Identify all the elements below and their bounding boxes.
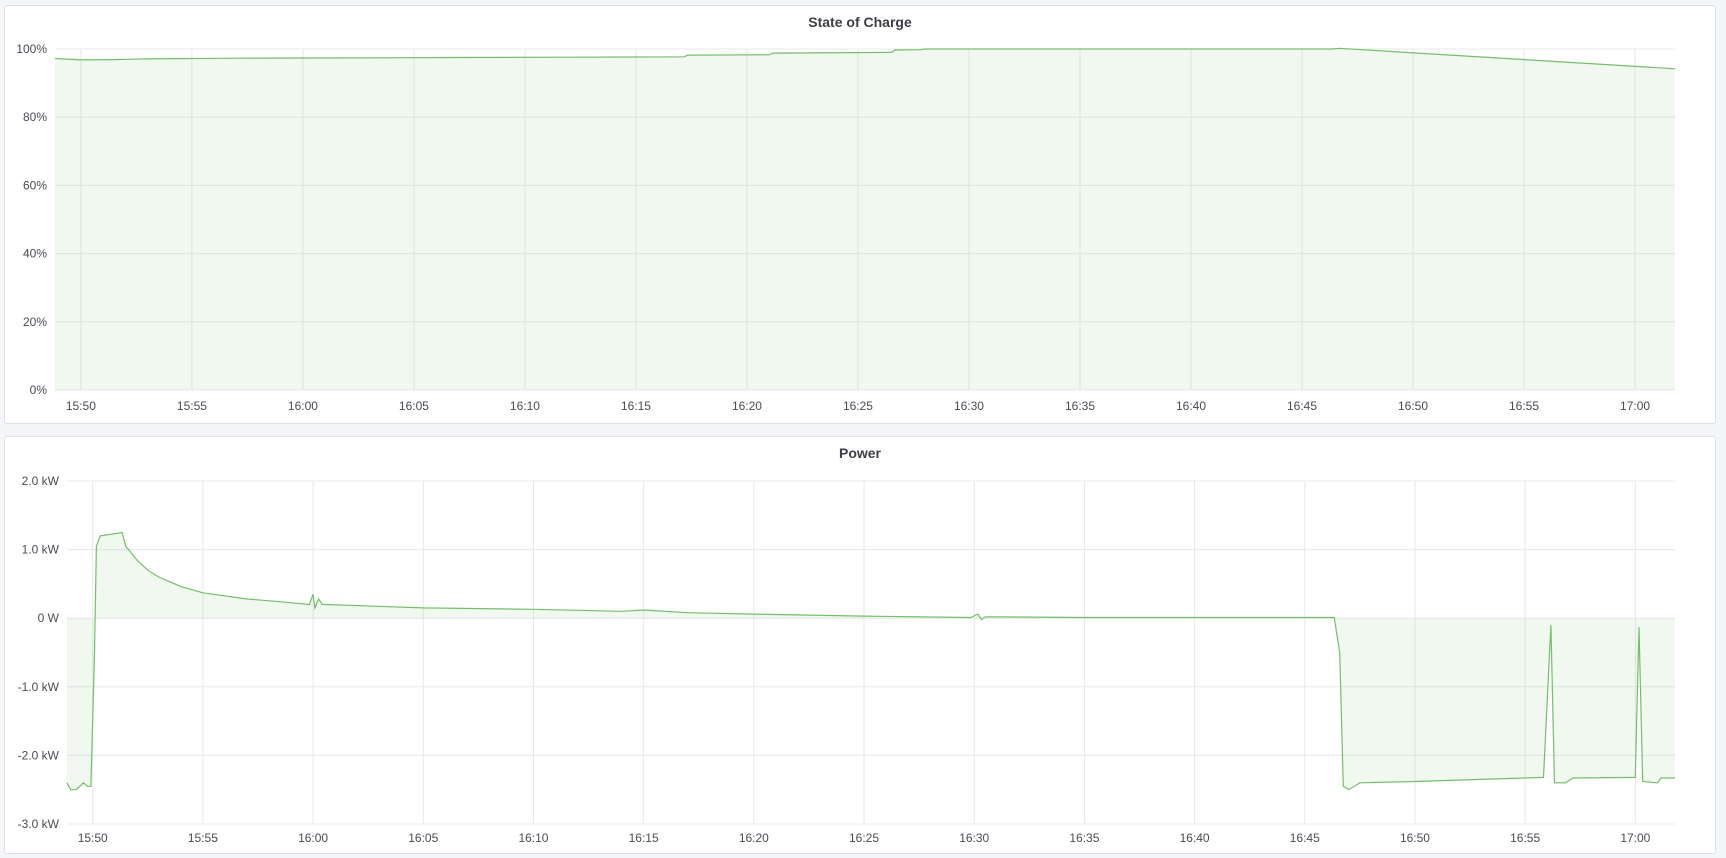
x-tick-label: 16:20	[732, 399, 762, 413]
y-tick-label: 40%	[23, 247, 47, 261]
x-tick-label: 16:30	[959, 831, 989, 845]
x-tick-label: 16:45	[1290, 831, 1320, 845]
x-tick-label: 16:40	[1180, 831, 1210, 845]
x-tick-label: 15:55	[177, 399, 207, 413]
x-tick-label: 16:10	[518, 831, 548, 845]
y-tick-label: 60%	[23, 178, 47, 192]
y-tick-label: 20%	[23, 315, 47, 329]
y-tick-label: 0 W	[38, 611, 60, 625]
power-panel: Power	[4, 436, 1716, 854]
x-tick-label: 15:50	[66, 399, 96, 413]
y-tick-label: -1.0 kW	[18, 680, 60, 694]
x-tick-label: 16:25	[849, 831, 879, 845]
y-tick-label: 1.0 kW	[22, 543, 60, 557]
series-line	[66, 531, 1675, 791]
x-tick-label: 16:50	[1398, 399, 1428, 413]
panel-title[interactable]: State of Charge	[808, 14, 912, 30]
state-of-charge-panel: State of Charge	[4, 5, 1716, 424]
x-tick-label: 16:05	[408, 831, 438, 845]
x-tick-label: 16:35	[1069, 831, 1099, 845]
x-tick-label: 17:00	[1620, 399, 1650, 413]
y-tick-label: 100%	[16, 42, 47, 56]
panel-title[interactable]: Power	[838, 445, 881, 461]
x-tick-label: 16:00	[298, 831, 328, 845]
x-tick-label: 15:55	[188, 831, 218, 845]
x-tick-label: 16:40	[1176, 399, 1206, 413]
y-tick-label: 2.0 kW	[22, 474, 60, 488]
x-tick-label: 16:30	[954, 399, 984, 413]
x-tick-label: 16:15	[629, 831, 659, 845]
x-tick-label: 16:55	[1510, 831, 1540, 845]
series-area	[67, 532, 1675, 790]
y-tick-label: -2.0 kW	[18, 748, 60, 762]
x-tick-label: 16:25	[843, 399, 873, 413]
series-area	[55, 48, 1675, 391]
x-tick-label: 16:05	[399, 399, 429, 413]
x-tick-label: 16:45	[1287, 399, 1317, 413]
x-tick-label: 16:55	[1509, 399, 1539, 413]
y-tick-label: -3.0 kW	[18, 817, 60, 831]
x-tick-label: 16:50	[1400, 831, 1430, 845]
x-tick-label: 16:35	[1065, 399, 1095, 413]
y-tick-label: 80%	[23, 110, 47, 124]
x-tick-label: 17:00	[1620, 831, 1650, 845]
series-line	[54, 47, 1676, 70]
x-tick-label: 15:50	[78, 831, 108, 845]
y-tick-label: 0%	[30, 383, 48, 397]
x-tick-label: 16:10	[510, 399, 540, 413]
x-tick-label: 16:20	[739, 831, 769, 845]
x-tick-label: 16:00	[288, 399, 318, 413]
x-tick-label: 16:15	[621, 399, 651, 413]
